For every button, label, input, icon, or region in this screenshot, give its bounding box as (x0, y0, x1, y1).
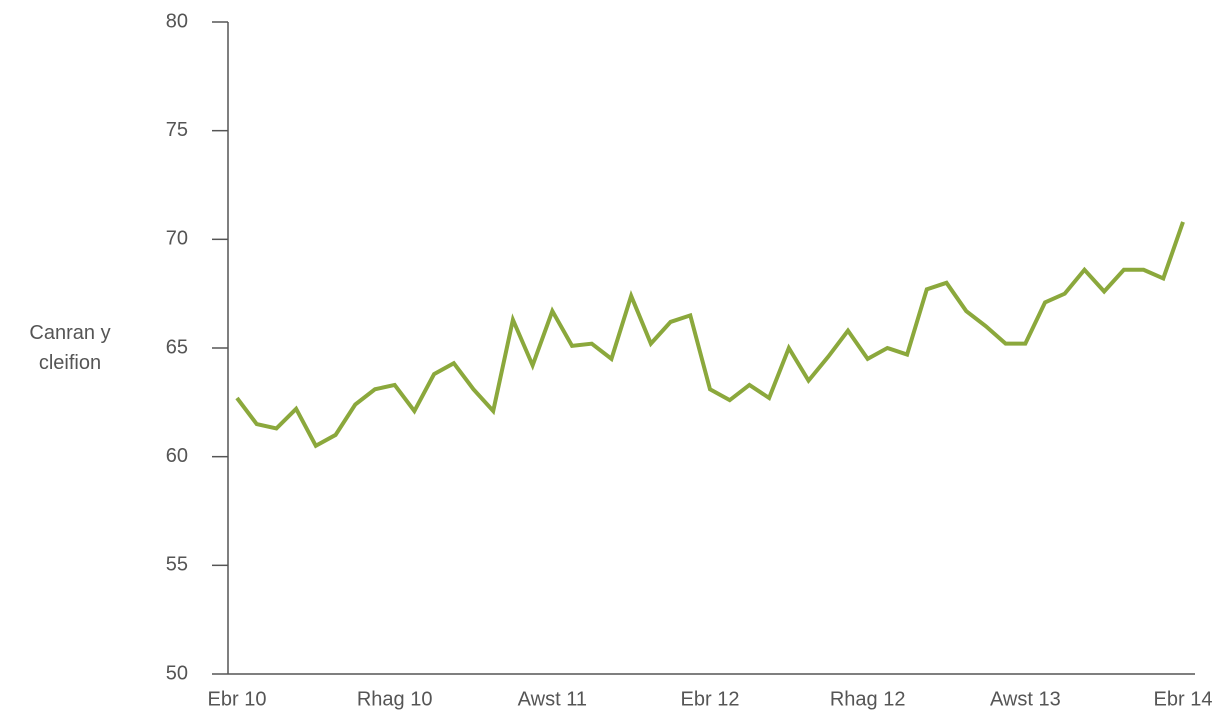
y-tick-label: 60 (166, 445, 188, 467)
x-tick-label: Rhag 10 (357, 688, 433, 710)
y-tick-label: 55 (166, 554, 188, 576)
y-tick-label: 75 (166, 119, 188, 141)
data-line (235, 221, 1185, 449)
y-tick-label: 65 (166, 336, 188, 358)
y-axis-label: Canran y cleifion (29, 322, 111, 374)
x-tick-label: Ebr 10 (208, 688, 267, 710)
x-tick-label: Ebr 12 (681, 688, 740, 710)
y-tick-label: 80 (166, 10, 188, 32)
x-tick-label: Awst 11 (518, 688, 587, 710)
y-tick-label: 50 (166, 662, 188, 684)
x-tick-label: Rhag 12 (830, 688, 906, 710)
x-tick-label: Awst 13 (990, 688, 1061, 710)
y-tick-label: 70 (166, 228, 188, 250)
x-tick-label: Ebr 14 (1154, 688, 1213, 710)
